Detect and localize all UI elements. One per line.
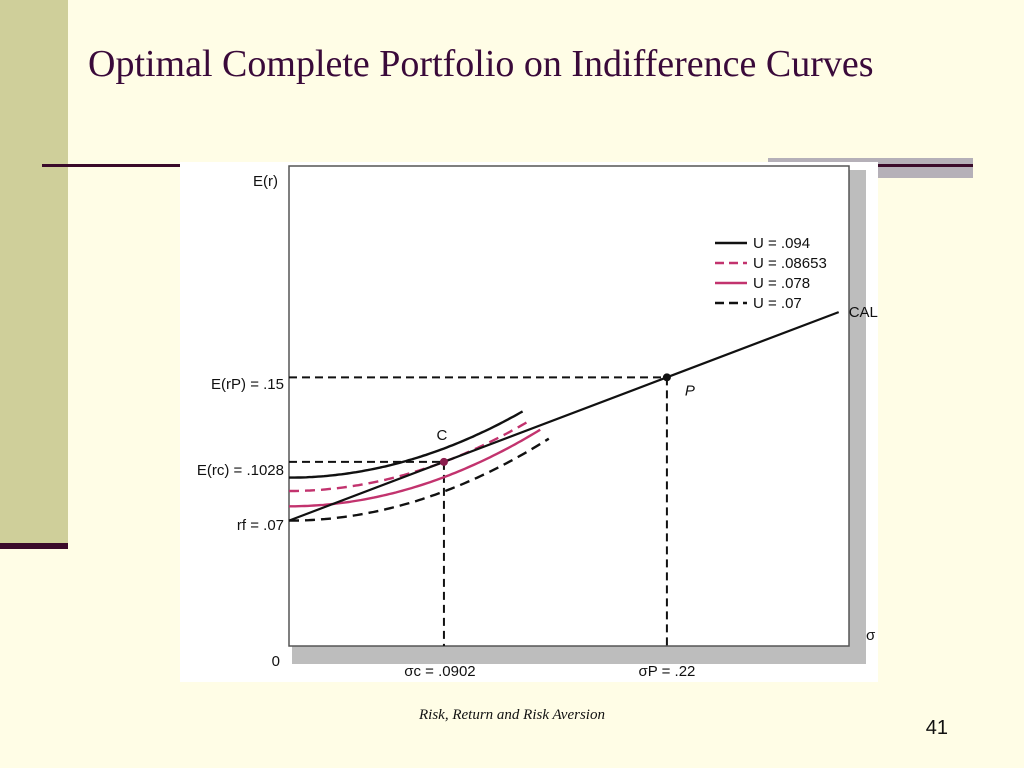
- slide-number: 41: [925, 717, 948, 739]
- legend-label-1: U = .094: [753, 235, 810, 252]
- origin-label: 0: [272, 653, 280, 670]
- point-c: [439, 457, 448, 466]
- title-rule-left: [42, 164, 182, 167]
- tick-label-sigma-p: σP = .22: [638, 663, 695, 680]
- point-label-c: C: [437, 427, 448, 444]
- tick-label-rf: rf = .07: [237, 517, 284, 534]
- cal-label: CAL: [849, 304, 878, 321]
- legend-label-3: U = .078: [753, 275, 810, 292]
- curve-series-1: [289, 410, 524, 479]
- guide-lines: [289, 376, 668, 646]
- curve-series-4: [289, 437, 550, 522]
- slide-title: Optimal Complete Portfolio on Indifferen…: [88, 43, 874, 85]
- axis-labels: E(r) σ 0 E(rP) = .15 E(rc) = .1028 rf = .07 σc…: [197, 173, 876, 680]
- point-p: [662, 373, 671, 382]
- curve-series-2: [289, 418, 532, 493]
- left-accent-band: [0, 0, 68, 548]
- legend-label-4: U = .07: [753, 295, 802, 312]
- point-label-p: P: [685, 382, 695, 399]
- plot-frame: [288, 165, 850, 647]
- tick-label-erc: E(rc) = .1028: [197, 462, 284, 479]
- chart-legend: U = .094 U = .08653 U = .078 U = .07: [715, 235, 827, 312]
- portfolio-points: CP: [437, 373, 695, 466]
- legend-label-2: U = .08653: [753, 255, 827, 272]
- y-axis-title: E(r): [253, 173, 278, 190]
- x-axis-title: σ: [866, 627, 876, 644]
- left-accent-band-rule: [0, 543, 68, 549]
- slide-footer: Risk, Return and Risk Aversion: [419, 707, 605, 723]
- tick-label-erp: E(rP) = .15: [211, 376, 284, 393]
- tick-label-sigma-c: σc = .0902: [404, 663, 475, 680]
